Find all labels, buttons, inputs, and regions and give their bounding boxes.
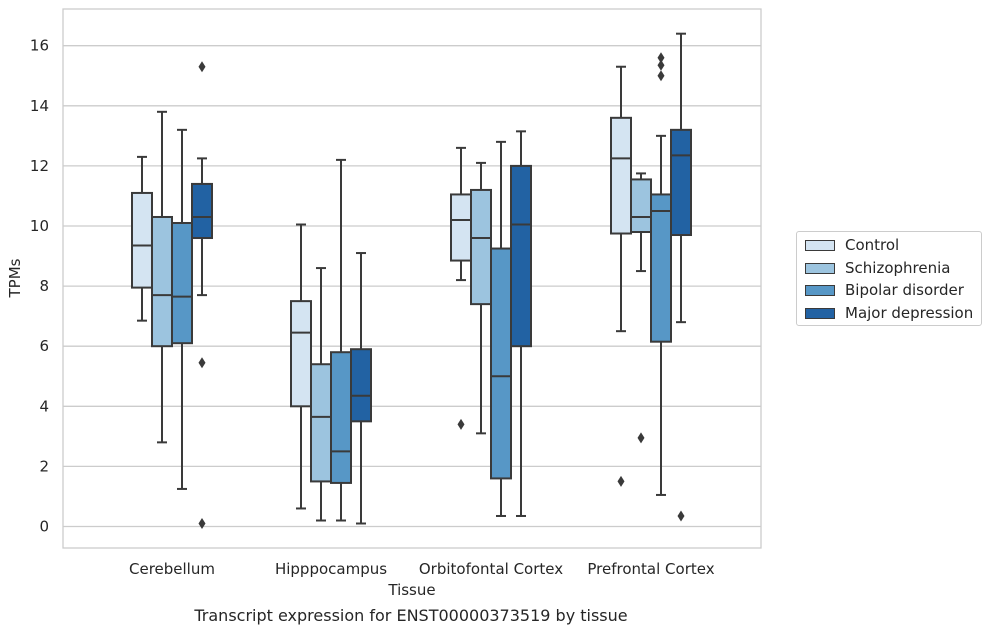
outlier-point bbox=[457, 418, 465, 430]
outlier-point bbox=[198, 517, 206, 529]
outlier-point bbox=[657, 70, 665, 82]
box-iqr bbox=[490, 247, 512, 480]
legend-label-bipolar-disorder: Bipolar disorder bbox=[845, 281, 964, 299]
box-iqr bbox=[650, 193, 672, 343]
y-axis-label: TPMs bbox=[6, 258, 24, 298]
x-tick-label: Cerebellum bbox=[129, 560, 215, 578]
legend-label-control: Control bbox=[845, 236, 900, 254]
box-iqr bbox=[171, 221, 193, 345]
y-tick-label: 16 bbox=[30, 37, 49, 55]
outlier-point bbox=[657, 59, 665, 71]
y-tick-label: 4 bbox=[39, 397, 49, 415]
y-tick-label: 2 bbox=[39, 457, 49, 475]
x-tick-label: Hipppocampus bbox=[275, 560, 387, 578]
outlier-point bbox=[198, 61, 206, 73]
plot-frame bbox=[62, 8, 762, 549]
box-iqr bbox=[151, 215, 173, 348]
x-tick-label: Prefrontal Cortex bbox=[587, 560, 714, 578]
box-group bbox=[171, 128, 193, 490]
y-tick-label: 0 bbox=[39, 518, 49, 536]
legend-item-major-depression: Major depression bbox=[805, 303, 973, 323]
y-tick-label: 8 bbox=[39, 277, 49, 295]
y-tick-label: 14 bbox=[30, 97, 49, 115]
outlier-point bbox=[617, 475, 625, 487]
legend-label-schizophrenia: Schizophrenia bbox=[845, 259, 951, 277]
box-group bbox=[470, 161, 492, 435]
box-iqr bbox=[670, 128, 692, 237]
legend-swatch-bipolar-disorder bbox=[805, 284, 835, 296]
legend: Control Schizophrenia Bipolar disorder M… bbox=[796, 231, 982, 326]
legend-item-schizophrenia: Schizophrenia bbox=[805, 258, 950, 278]
box-group bbox=[490, 140, 512, 517]
outlier-point bbox=[637, 432, 645, 444]
x-tick-label: Orbitofontal Cortex bbox=[419, 560, 563, 578]
box-iqr bbox=[191, 182, 213, 240]
box-group bbox=[670, 32, 692, 522]
legend-item-bipolar-disorder: Bipolar disorder bbox=[805, 280, 964, 300]
legend-swatch-major-depression bbox=[805, 307, 835, 319]
box-group bbox=[450, 146, 472, 430]
box-group bbox=[610, 65, 632, 487]
outlier-point bbox=[657, 52, 665, 64]
box-iqr bbox=[131, 191, 153, 289]
box-group bbox=[630, 172, 652, 444]
chart-caption: Transcript expression for ENST0000037351… bbox=[194, 606, 628, 625]
outlier-point bbox=[677, 510, 685, 522]
box-group bbox=[131, 155, 153, 322]
box-group bbox=[151, 110, 173, 444]
box-group bbox=[350, 252, 372, 525]
box-iqr bbox=[630, 178, 652, 234]
box-iqr bbox=[290, 300, 312, 408]
box-iqr bbox=[610, 116, 632, 235]
box-iqr bbox=[350, 348, 372, 423]
y-tick-labels: 0 2 4 6 8 10 12 14 16 bbox=[30, 37, 49, 536]
legend-label-major-depression: Major depression bbox=[845, 304, 974, 322]
box-iqr bbox=[470, 188, 492, 306]
box-iqr bbox=[330, 351, 352, 484]
x-axis-label: Tissue bbox=[387, 581, 435, 599]
box-iqr bbox=[450, 193, 472, 262]
box-iqr bbox=[310, 363, 332, 483]
box-group bbox=[650, 52, 672, 496]
box-group bbox=[330, 158, 352, 522]
box-iqr bbox=[510, 164, 532, 348]
box-group bbox=[290, 223, 312, 510]
box-group bbox=[510, 130, 532, 517]
legend-swatch-schizophrenia bbox=[805, 262, 835, 274]
box-group bbox=[310, 267, 332, 522]
y-tick-label: 6 bbox=[39, 337, 49, 355]
x-tick-labels: Cerebellum Hipppocampus Orbitofontal Corte… bbox=[129, 560, 715, 578]
y-tick-label: 12 bbox=[30, 157, 49, 175]
legend-swatch-control bbox=[805, 239, 835, 251]
y-tick-label: 10 bbox=[30, 217, 49, 235]
box-group bbox=[191, 61, 213, 529]
legend-item-control: Control bbox=[805, 235, 899, 255]
box-series bbox=[131, 32, 692, 529]
outlier-point bbox=[198, 357, 206, 369]
